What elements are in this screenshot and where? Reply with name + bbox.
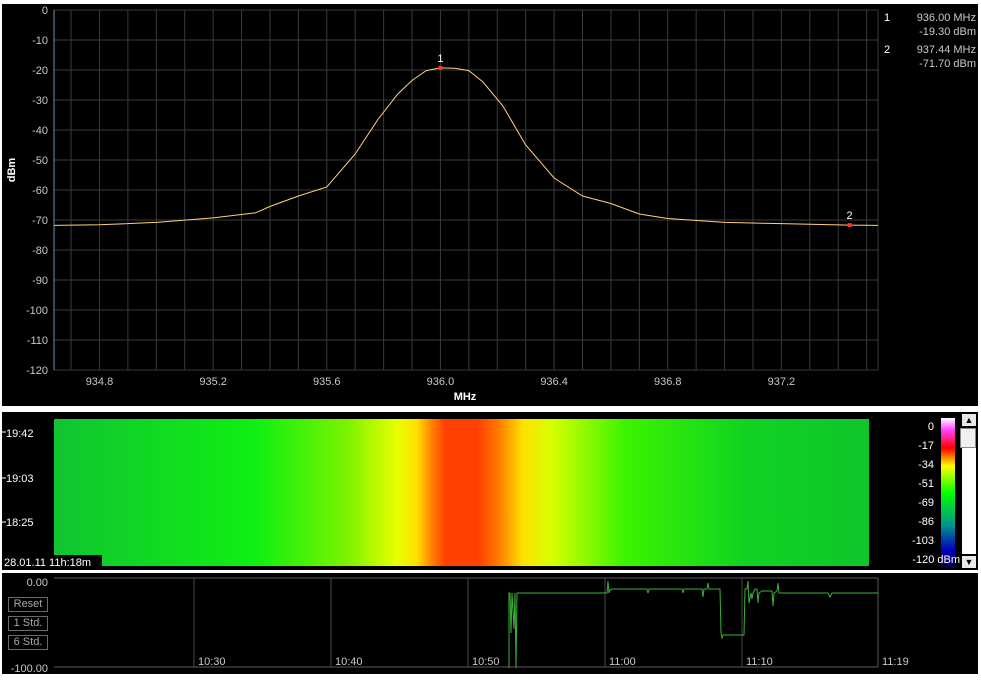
marker-1-label: 1 (437, 53, 443, 65)
reset-button[interactable]: Reset (8, 597, 48, 612)
x-tick-label: 937.2 (768, 376, 796, 388)
marker-2-freq: 937.44 MHz (917, 44, 976, 56)
scrollbar-thumb[interactable] (960, 428, 976, 448)
x-tick-label: 936.4 (540, 376, 568, 388)
history-x-tick-label: 10:30 (198, 656, 226, 668)
spectrum-trace (53, 67, 879, 226)
x-tick-label: 936.8 (654, 376, 682, 388)
scrollbar-track[interactable] (962, 448, 976, 554)
waterfall-chart[interactable]: 19:42 19:03 18:25 28.01.11 11h:18m 0 -17 -… (2, 412, 978, 570)
y-axis-label: dBm (6, 158, 18, 183)
y-tick-label: -70 (32, 215, 48, 227)
colorbar-label: -34 (918, 459, 934, 471)
y-tick-label: -100 (26, 305, 48, 317)
x-tick-label: 935.6 (313, 376, 341, 388)
history-y-top: 0.00 (27, 577, 48, 589)
history-trace (508, 580, 878, 669)
marker-2-label: 2 (847, 210, 853, 222)
marker-1-level: -19.30 dBm (919, 26, 976, 38)
y-tick-label: -30 (32, 95, 48, 107)
scroll-up-button[interactable]: ▲ (962, 414, 976, 426)
history-x-tick-label: 11:10 (746, 656, 773, 668)
y-tick-label: -50 (32, 155, 48, 167)
scroll-down-button[interactable]: ▼ (962, 556, 976, 568)
x-tick-label: 935.2 (199, 376, 227, 388)
colorbar-label: -86 (918, 516, 934, 528)
waterfall-image (54, 419, 869, 566)
waterfall-timestamp: 28.01.11 11h:18m (4, 557, 91, 569)
y-tick-label: -90 (32, 275, 48, 287)
x-tick-label: 934.8 (86, 376, 114, 388)
history-x-tick-label: 10:50 (472, 656, 500, 668)
colorbar-label: 0 (928, 421, 934, 433)
colorbar-label: -51 (918, 478, 934, 490)
history-chart[interactable]: 0.00 -100.00 10:30 10:40 10:50 11:00 11:10 11… (2, 573, 978, 675)
x-tick-label: 936.0 (427, 376, 455, 388)
y-tick-label: -60 (32, 185, 48, 197)
colorbar-label: -120 dBm (912, 554, 960, 566)
marker-1-freq: 936.00 MHz (917, 12, 976, 24)
y-tick-label: 0 (42, 5, 48, 17)
history-y-bottom: -100.00 (11, 663, 48, 674)
marker-1-point[interactable] (438, 65, 443, 70)
marker-2-level: -71.70 dBm (919, 58, 976, 70)
y-tick-label: -20 (32, 65, 48, 77)
y-tick-label: -40 (32, 125, 48, 137)
marker-1-index: 1 (884, 12, 890, 24)
y-tick-label: -80 (32, 245, 48, 257)
waterfall-time-label: 19:42 (6, 428, 34, 440)
y-tick-label: -10 (32, 35, 48, 47)
spectrum-panel: 0 -10 -20 -30 -40 -50 -60 -70 -80 -90 -100 -110 -120… (2, 4, 978, 406)
waterfall-time-label: 19:03 (6, 473, 34, 485)
history-x-tick-label: 10:40 (335, 656, 363, 668)
colorbar (941, 418, 955, 568)
y-tick-label: -110 (27, 335, 48, 347)
six-std-button[interactable]: 6 Std. (8, 635, 48, 650)
history-panel: 0.00 -100.00 10:30 10:40 10:50 11:00 11:10 11… (2, 573, 978, 675)
colorbar-label: -103 (912, 535, 934, 547)
history-x-tick-label: 11:00 (609, 656, 636, 668)
x-axis-label: MHz (454, 391, 477, 403)
waterfall-time-label: 18:25 (6, 517, 34, 529)
marker-2-point[interactable] (847, 223, 852, 228)
y-tick-label: -120 (26, 365, 48, 377)
marker-2-index: 2 (884, 44, 890, 56)
history-x-tick-label: 11:19 (882, 656, 909, 668)
spectrum-chart[interactable]: 0 -10 -20 -30 -40 -50 -60 -70 -80 -90 -100 -110 -120… (2, 4, 978, 406)
colorbar-label: -69 (918, 497, 934, 509)
waterfall-panel: 19:42 19:03 18:25 28.01.11 11h:18m 0 -17 -… (2, 412, 978, 570)
colorbar-label: -17 (918, 440, 934, 452)
one-std-button[interactable]: 1 Std. (8, 616, 48, 631)
